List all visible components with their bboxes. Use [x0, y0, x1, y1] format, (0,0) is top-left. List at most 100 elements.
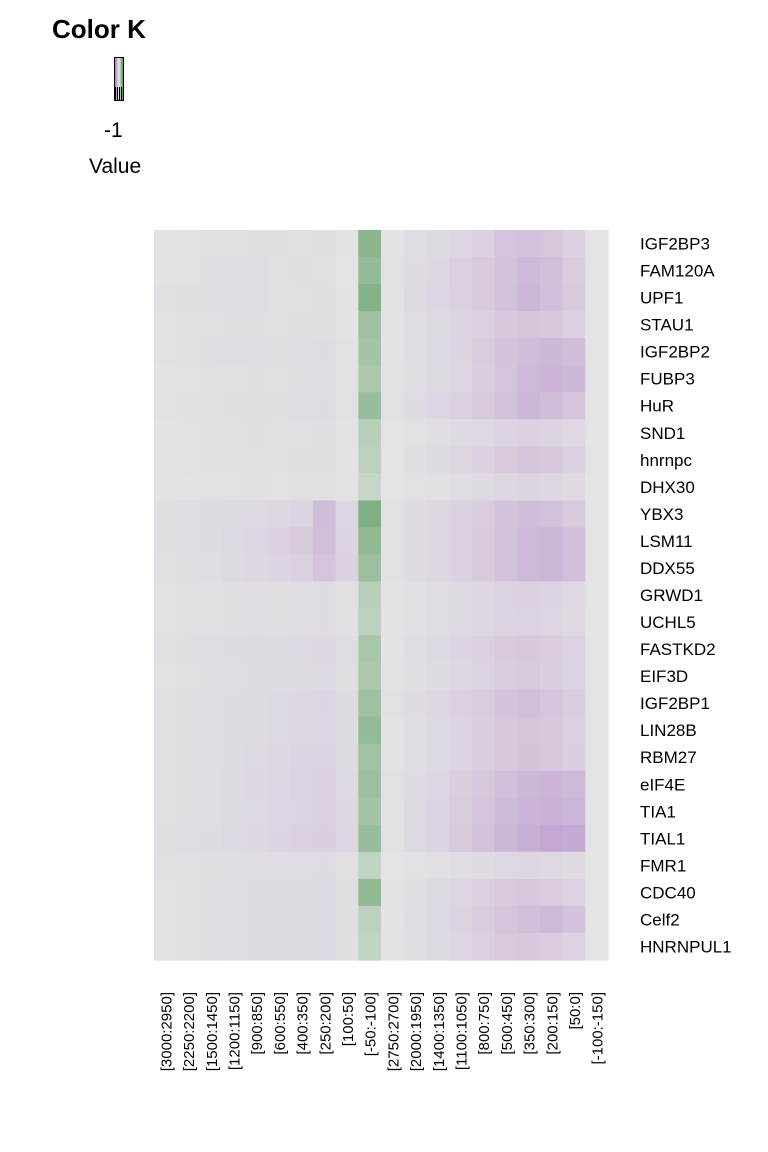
- heatmap-cell: [471, 311, 496, 339]
- heatmap-cell: [312, 581, 337, 610]
- heatmap-cell: [494, 716, 518, 745]
- heatmap-cell: [539, 905, 564, 934]
- heatmap-cell: [494, 257, 518, 285]
- row-label: EIF3D: [640, 667, 688, 686]
- heatmap-cell: [244, 851, 269, 880]
- column-label: [1400:1350]: [431, 992, 448, 1071]
- heatmap-cell: [222, 284, 246, 312]
- heatmap-cell: [335, 230, 359, 258]
- heatmap-cell: [471, 608, 496, 637]
- column-label: [2250:2200]: [181, 992, 198, 1071]
- heatmap-cell: [154, 311, 178, 339]
- heatmap-cell: [267, 851, 291, 880]
- heatmap-cell: [426, 689, 450, 718]
- heatmap-cell: [176, 230, 200, 258]
- heatmap-cell: [381, 419, 405, 447]
- column-label: [2000:1950]: [408, 992, 425, 1071]
- heatmap-cell: [244, 419, 269, 447]
- heatmap-cell: [222, 554, 246, 583]
- heatmap-cell: [539, 284, 564, 312]
- heatmap-cell: [222, 851, 246, 880]
- heatmap-cell: [539, 581, 564, 610]
- heatmap-cell: [244, 473, 269, 501]
- heatmap-cell: [426, 743, 450, 772]
- heatmap-cell: [312, 716, 337, 745]
- heatmap-cell: [494, 797, 518, 826]
- heatmap-cell: [539, 770, 564, 799]
- heatmap-cell: [335, 797, 359, 826]
- heatmap-cell: [426, 257, 450, 285]
- heatmap-cell: [222, 689, 246, 718]
- heatmap-cell: [335, 743, 359, 772]
- heatmap-cell: [176, 635, 200, 664]
- heatmap-cell: [449, 446, 473, 474]
- heatmap-cell: [381, 878, 405, 907]
- heatmap-cell: [426, 554, 450, 583]
- heatmap-cell: [154, 230, 178, 258]
- heatmap-cell: [312, 338, 337, 366]
- heatmap-cell: [381, 338, 405, 366]
- heatmap-cell: [426, 662, 450, 691]
- heatmap-cell: [222, 878, 246, 907]
- heatmap-cell: [222, 770, 246, 799]
- heatmap-cell: [471, 878, 496, 907]
- heatmap-cell: [426, 581, 450, 610]
- heatmap-cell: [426, 770, 450, 799]
- heatmap-cell: [267, 527, 291, 556]
- heatmap-cell: [222, 581, 246, 610]
- heatmap-cell: [290, 932, 314, 961]
- heatmap-cell: [381, 770, 405, 799]
- heatmap-cell: [403, 689, 427, 718]
- heatmap-cell: [471, 716, 496, 745]
- heatmap-cell: [176, 905, 200, 934]
- heatmap-cell: [335, 527, 359, 556]
- heatmap-cell: [358, 500, 382, 529]
- heatmap-cell: [154, 284, 178, 312]
- heatmap-cell: [426, 338, 450, 366]
- heatmap-cell: [449, 311, 473, 339]
- heatmap-cell: [199, 257, 223, 285]
- heatmap-cell: [381, 311, 405, 339]
- heatmap-cell: [403, 365, 427, 393]
- heatmap-cell: [358, 743, 382, 772]
- heatmap-cell: [312, 527, 337, 556]
- heatmap-cell: [199, 527, 223, 556]
- heatmap-cell: [403, 284, 427, 312]
- heatmap-cell: [267, 554, 291, 583]
- heatmap-cell: [494, 554, 518, 583]
- heatmap-cell: [312, 392, 337, 420]
- heatmap-cell: [562, 770, 586, 799]
- heatmap-cell: [358, 284, 382, 312]
- heatmap-cell: [517, 932, 541, 961]
- heatmap-cell: [154, 446, 178, 474]
- heatmap-cell: [562, 257, 586, 285]
- heatmap-cell: [267, 824, 291, 853]
- heatmap-cell: [199, 905, 223, 934]
- heatmap-cell: [358, 932, 382, 961]
- heatmap-cell: [517, 365, 541, 393]
- heatmap-cell: [471, 743, 496, 772]
- heatmap-cell: [517, 635, 541, 664]
- heatmap-cell: [358, 446, 382, 474]
- heatmap-cell: [494, 446, 518, 474]
- heatmap-cell: [154, 419, 178, 447]
- heatmap-cell: [335, 635, 359, 664]
- heatmap-cell: [154, 689, 178, 718]
- heatmap-cell: [562, 338, 586, 366]
- heatmap-cell: [154, 662, 178, 691]
- heatmap-cell: [267, 905, 291, 934]
- heatmap-cell: [381, 392, 405, 420]
- heatmap-cell: [403, 608, 427, 637]
- heatmap-cell: [539, 392, 564, 420]
- heatmap-cell: [312, 743, 337, 772]
- heatmap-cell: [403, 311, 427, 339]
- heatmap-cell: [517, 311, 541, 339]
- heatmap-cell: [471, 500, 496, 529]
- heatmap-cell: [312, 770, 337, 799]
- heatmap-cell: [312, 554, 337, 583]
- heatmap-cell: [517, 716, 541, 745]
- column-label: [900:850]: [249, 992, 266, 1055]
- heatmap-cell: [176, 257, 200, 285]
- heatmap-cell: [517, 230, 541, 258]
